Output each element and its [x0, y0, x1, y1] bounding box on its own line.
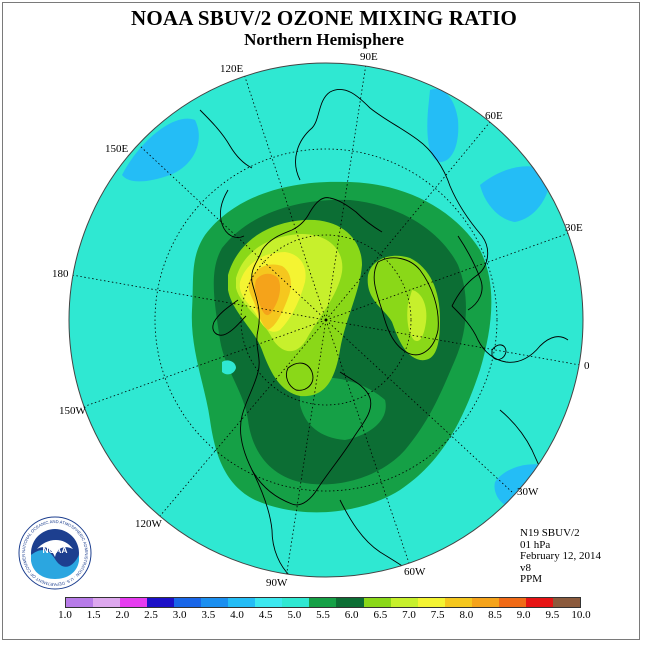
colorbar-tick-label: 9.0	[516, 609, 531, 621]
ozone-low-patch-right	[480, 166, 552, 222]
noaa-logo: NATIONAL OCEANIC AND ATMOSPHERIC ADMINIS…	[17, 515, 92, 590]
info-satellite: N19 SBUV/2	[520, 527, 580, 539]
coast-scandinavia	[457, 235, 483, 311]
colorbar-segment	[552, 598, 580, 607]
coast-east-asia	[199, 109, 253, 169]
ozone-level-8.5	[255, 273, 281, 316]
lon-label-60w: 60W	[404, 566, 426, 578]
colorbar-segment	[525, 598, 553, 607]
lon-label-90e: 90E	[360, 51, 378, 63]
colorbar-segment	[201, 598, 229, 607]
colorbar	[65, 597, 581, 608]
logo-noaa-text: NOAA	[42, 545, 67, 555]
lon-label-150e: 150E	[105, 143, 129, 155]
colorbar-tick-label: 8.5	[488, 609, 502, 621]
colorbar-segment	[147, 598, 175, 607]
colorbar-tick-label: 4.5	[258, 609, 273, 621]
colorbar-segment	[174, 598, 202, 607]
lon-label-90w: 90W	[266, 577, 288, 589]
map-border	[68, 62, 584, 578]
meridian-150e	[139, 145, 327, 321]
lon-label-60e: 60E	[485, 110, 503, 122]
meridian-60w	[325, 319, 411, 567]
colorbar-tick-label: 9.5	[545, 609, 560, 621]
colorbar-tick-label: 7.5	[430, 609, 445, 621]
lon-label-150w: 150W	[59, 405, 86, 417]
lon-label-30w: 30W	[517, 486, 539, 498]
coast-europe	[451, 305, 569, 363]
map-title: NOAA SBUV/2 OZONE MIXING RATIO	[131, 6, 517, 30]
lon-label-180: 180	[52, 268, 69, 280]
latitude-circle-60n	[240, 234, 412, 406]
colorbar-segment	[228, 598, 256, 607]
meridian-60e	[325, 121, 491, 321]
colorbar-tick-label: 3.0	[172, 609, 187, 621]
coast-alaska	[212, 299, 247, 336]
colorbar-segment	[282, 598, 310, 607]
colorbar-tick-label: 6.0	[344, 609, 359, 621]
colorbar-tick-label: 6.5	[373, 609, 388, 621]
figure-frame	[2, 2, 640, 640]
map-subtitle: Northern Hemisphere	[244, 30, 404, 49]
lon-label-120e: 120E	[220, 63, 244, 75]
lon-label-0: 0	[584, 360, 590, 372]
info-units: PPM	[520, 573, 543, 585]
ozone-level-7.0-east	[407, 290, 427, 342]
colorbar-segment	[120, 598, 148, 607]
coast-siberia	[261, 197, 383, 251]
colorbar-tick-label: 3.5	[201, 609, 216, 621]
colorbar-tick-label: 5.5	[316, 609, 330, 621]
colorbar-segment	[336, 598, 364, 607]
lon-label-120w: 120W	[135, 518, 162, 530]
ozone-low-patch-top	[122, 118, 199, 182]
ozone-level-6.5-tongue	[300, 377, 386, 440]
colorbar-segment	[444, 598, 472, 607]
ozone-small-patch	[222, 360, 236, 375]
info-date: February 12, 2014	[520, 550, 601, 562]
colorbar-segment	[471, 598, 499, 607]
graticule	[71, 63, 581, 577]
colorbar-tick-label: 2.5	[144, 609, 158, 621]
meridian-120e	[243, 73, 327, 321]
colorbar-tick-label: 2.0	[115, 609, 130, 621]
colorbar-segment	[66, 598, 94, 607]
lon-label-30e: 30E	[565, 222, 583, 234]
colorbar-ticks: 1.0 1.5 2.0 2.5 3.0 3.5 4.0 4.5 5.0 5.5 6.0 6.5 7.0 7…	[45, 609, 605, 623]
ozone-low-patch-top-right	[427, 89, 459, 162]
coast-hudson-bay	[285, 362, 314, 391]
meridian-180	[71, 274, 327, 321]
colorbar-segment	[255, 598, 283, 607]
info-level: 01 hPa	[520, 538, 551, 551]
colorbar-tick-label: 1.5	[86, 609, 101, 621]
colorbar-segment	[417, 598, 445, 607]
colorbar-segment	[390, 598, 418, 607]
meridian-120w	[159, 319, 327, 517]
colorbar-tick-label: 1.0	[58, 609, 72, 621]
colorbar-segment	[309, 598, 337, 607]
info-version: v8	[520, 561, 531, 574]
colorbar-segment	[93, 598, 121, 607]
latitude-circle-30n	[154, 148, 498, 492]
meridian-0	[325, 319, 581, 366]
colorbar-tick-label: 7.0	[402, 609, 416, 621]
coast-eurasia	[295, 88, 489, 307]
colorbar-tick-label: 5.0	[287, 609, 302, 621]
colorbar-segment	[498, 598, 526, 607]
coast-greenland	[373, 257, 439, 356]
colorbar-tick-label: 4.0	[230, 609, 244, 621]
product-info: N19 SBUV/2 01 hPa February 12, 2014 v8 P…	[520, 527, 601, 586]
coast-mexico	[251, 469, 291, 577]
colorbar-tick-label: 8.0	[459, 609, 474, 621]
colorbar-tick-label: 10.0	[571, 609, 591, 621]
coast-uk	[491, 344, 507, 360]
colorbar-segment	[363, 598, 391, 607]
coast-kamchatka	[219, 189, 245, 238]
